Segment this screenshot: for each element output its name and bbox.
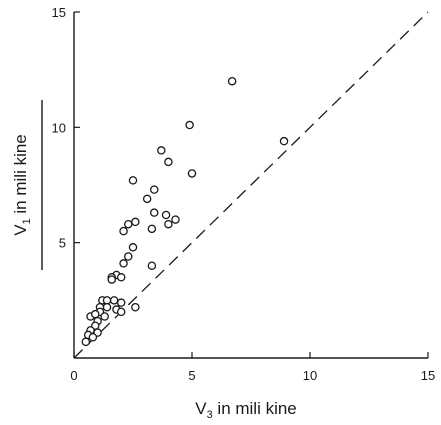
data-point	[147, 224, 157, 234]
data-point	[102, 296, 112, 305]
x-axis-label: V3 in mili kine	[195, 399, 297, 421]
data-points	[81, 76, 289, 347]
data-point	[157, 146, 166, 155]
data-point	[124, 219, 133, 229]
x-tick-label: 15	[421, 368, 435, 383]
y-tick-label: 5	[59, 236, 66, 251]
data-point	[161, 210, 171, 220]
data-point	[279, 136, 289, 146]
data-point	[81, 337, 91, 347]
data-point	[116, 298, 126, 307]
data-point	[131, 217, 140, 227]
data-point	[227, 76, 237, 86]
data-point	[164, 219, 173, 229]
data-point	[119, 226, 128, 236]
data-point	[185, 120, 194, 130]
data-point	[187, 169, 197, 178]
data-point	[107, 275, 117, 284]
data-point	[149, 208, 159, 217]
data-point	[128, 176, 138, 185]
data-point	[142, 194, 152, 204]
data-point	[88, 332, 98, 342]
reference-line-equality	[73, 11, 429, 359]
data-point	[147, 261, 157, 270]
data-point	[164, 157, 173, 167]
data-point	[116, 307, 126, 317]
y-axis-label: V1 in mili kine	[11, 134, 33, 236]
data-point	[149, 185, 159, 194]
x-tick-label: 0	[70, 368, 77, 383]
data-point	[171, 215, 180, 224]
data-point	[100, 312, 109, 321]
data-point	[119, 259, 128, 268]
data-point	[102, 303, 112, 312]
data-point	[128, 243, 138, 252]
y-tick-label: 10	[52, 120, 66, 135]
axes	[73, 12, 428, 359]
data-point	[124, 252, 133, 261]
x-tick-label: 5	[188, 368, 195, 383]
data-point	[109, 296, 119, 305]
data-point	[116, 273, 126, 282]
ticks: 0 5 10 15 5 10 15	[52, 5, 436, 383]
data-point	[90, 309, 100, 319]
y-tick-label: 15	[52, 5, 66, 20]
x-tick-label: 10	[303, 368, 317, 383]
data-point	[131, 303, 140, 312]
